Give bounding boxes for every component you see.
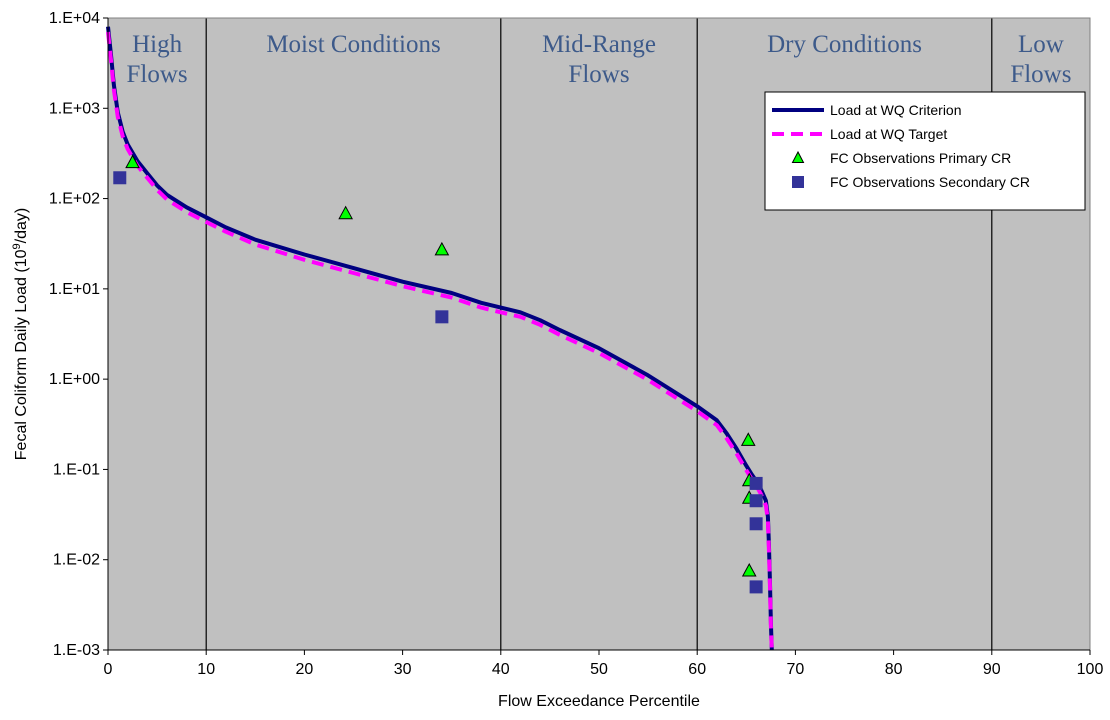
legend-label: FC Observations Primary CR — [830, 150, 1011, 166]
y-tick-label: 1.E-03 — [53, 642, 100, 659]
y-axis-title-sup: 9 — [11, 243, 23, 249]
secondary-observation-point — [749, 494, 763, 508]
y-tick-label: 1.E-02 — [53, 552, 100, 569]
target-line — [106, 31, 774, 651]
primary-observation-point — [338, 205, 353, 220]
primary-observation-point — [434, 241, 450, 256]
x-tick-label: 20 — [296, 661, 314, 678]
zone-label: Flows — [568, 61, 629, 88]
y-axis-title: Fecal Coliform Daily Load (109/day) — [11, 208, 30, 460]
primary-observation-point — [125, 154, 140, 169]
x-tick-label: 40 — [492, 661, 510, 678]
primary-observation-point — [741, 562, 757, 577]
y-tick-label: 1.E+01 — [49, 281, 100, 298]
x-tick-label: 100 — [1077, 661, 1104, 678]
zone-label: Mid-Range — [542, 31, 656, 58]
y-tick-label: 1.E+03 — [49, 100, 100, 117]
primary-observation-point — [740, 432, 756, 446]
y-tick-label: 1.E+00 — [49, 371, 100, 388]
legend-swatch — [791, 150, 805, 163]
x-tick-label: 0 — [104, 661, 113, 678]
zone-label: Flows — [1010, 61, 1071, 88]
secondary-observation-point — [749, 517, 763, 531]
secondary-observation-point — [435, 310, 449, 324]
zone-label: Moist Conditions — [266, 31, 440, 58]
legend-swatch — [792, 176, 804, 188]
legend-label: Load at WQ Criterion — [830, 102, 962, 118]
x-axis-title: Flow Exceedance Percentile — [498, 693, 700, 710]
x-tick-label: 70 — [787, 661, 805, 678]
y-axis-title-tail: /day) — [13, 208, 30, 244]
y-tick-label: 1.E-01 — [53, 461, 100, 478]
secondary-observation-point — [749, 476, 763, 490]
y-axis-title-main: Fecal Coliform Daily Load (10 — [13, 249, 30, 460]
legend: Load at WQ Criterion Load at WQ Target FC … — [764, 91, 1086, 211]
y-tick-label: 1.E+02 — [49, 191, 100, 208]
zone-label: High — [132, 31, 183, 58]
secondary-observation-point — [113, 171, 127, 185]
x-tick-label: 10 — [197, 661, 215, 678]
legend-label: FC Observations Secondary CR — [830, 174, 1030, 190]
x-tick-label: 50 — [590, 661, 608, 678]
legend-label: Load at WQ Target — [830, 126, 947, 142]
secondary-observation-point — [749, 580, 763, 594]
y-tick-label: 1.E+04 — [49, 10, 100, 27]
zone-label: Dry Conditions — [767, 31, 922, 58]
zone-label: Flows — [127, 61, 188, 88]
x-tick-label: 90 — [983, 661, 1001, 678]
x-tick-label: 80 — [885, 661, 903, 678]
x-tick-label: 30 — [394, 661, 412, 678]
x-tick-label: 60 — [688, 661, 706, 678]
zone-label: Low — [1018, 31, 1064, 58]
